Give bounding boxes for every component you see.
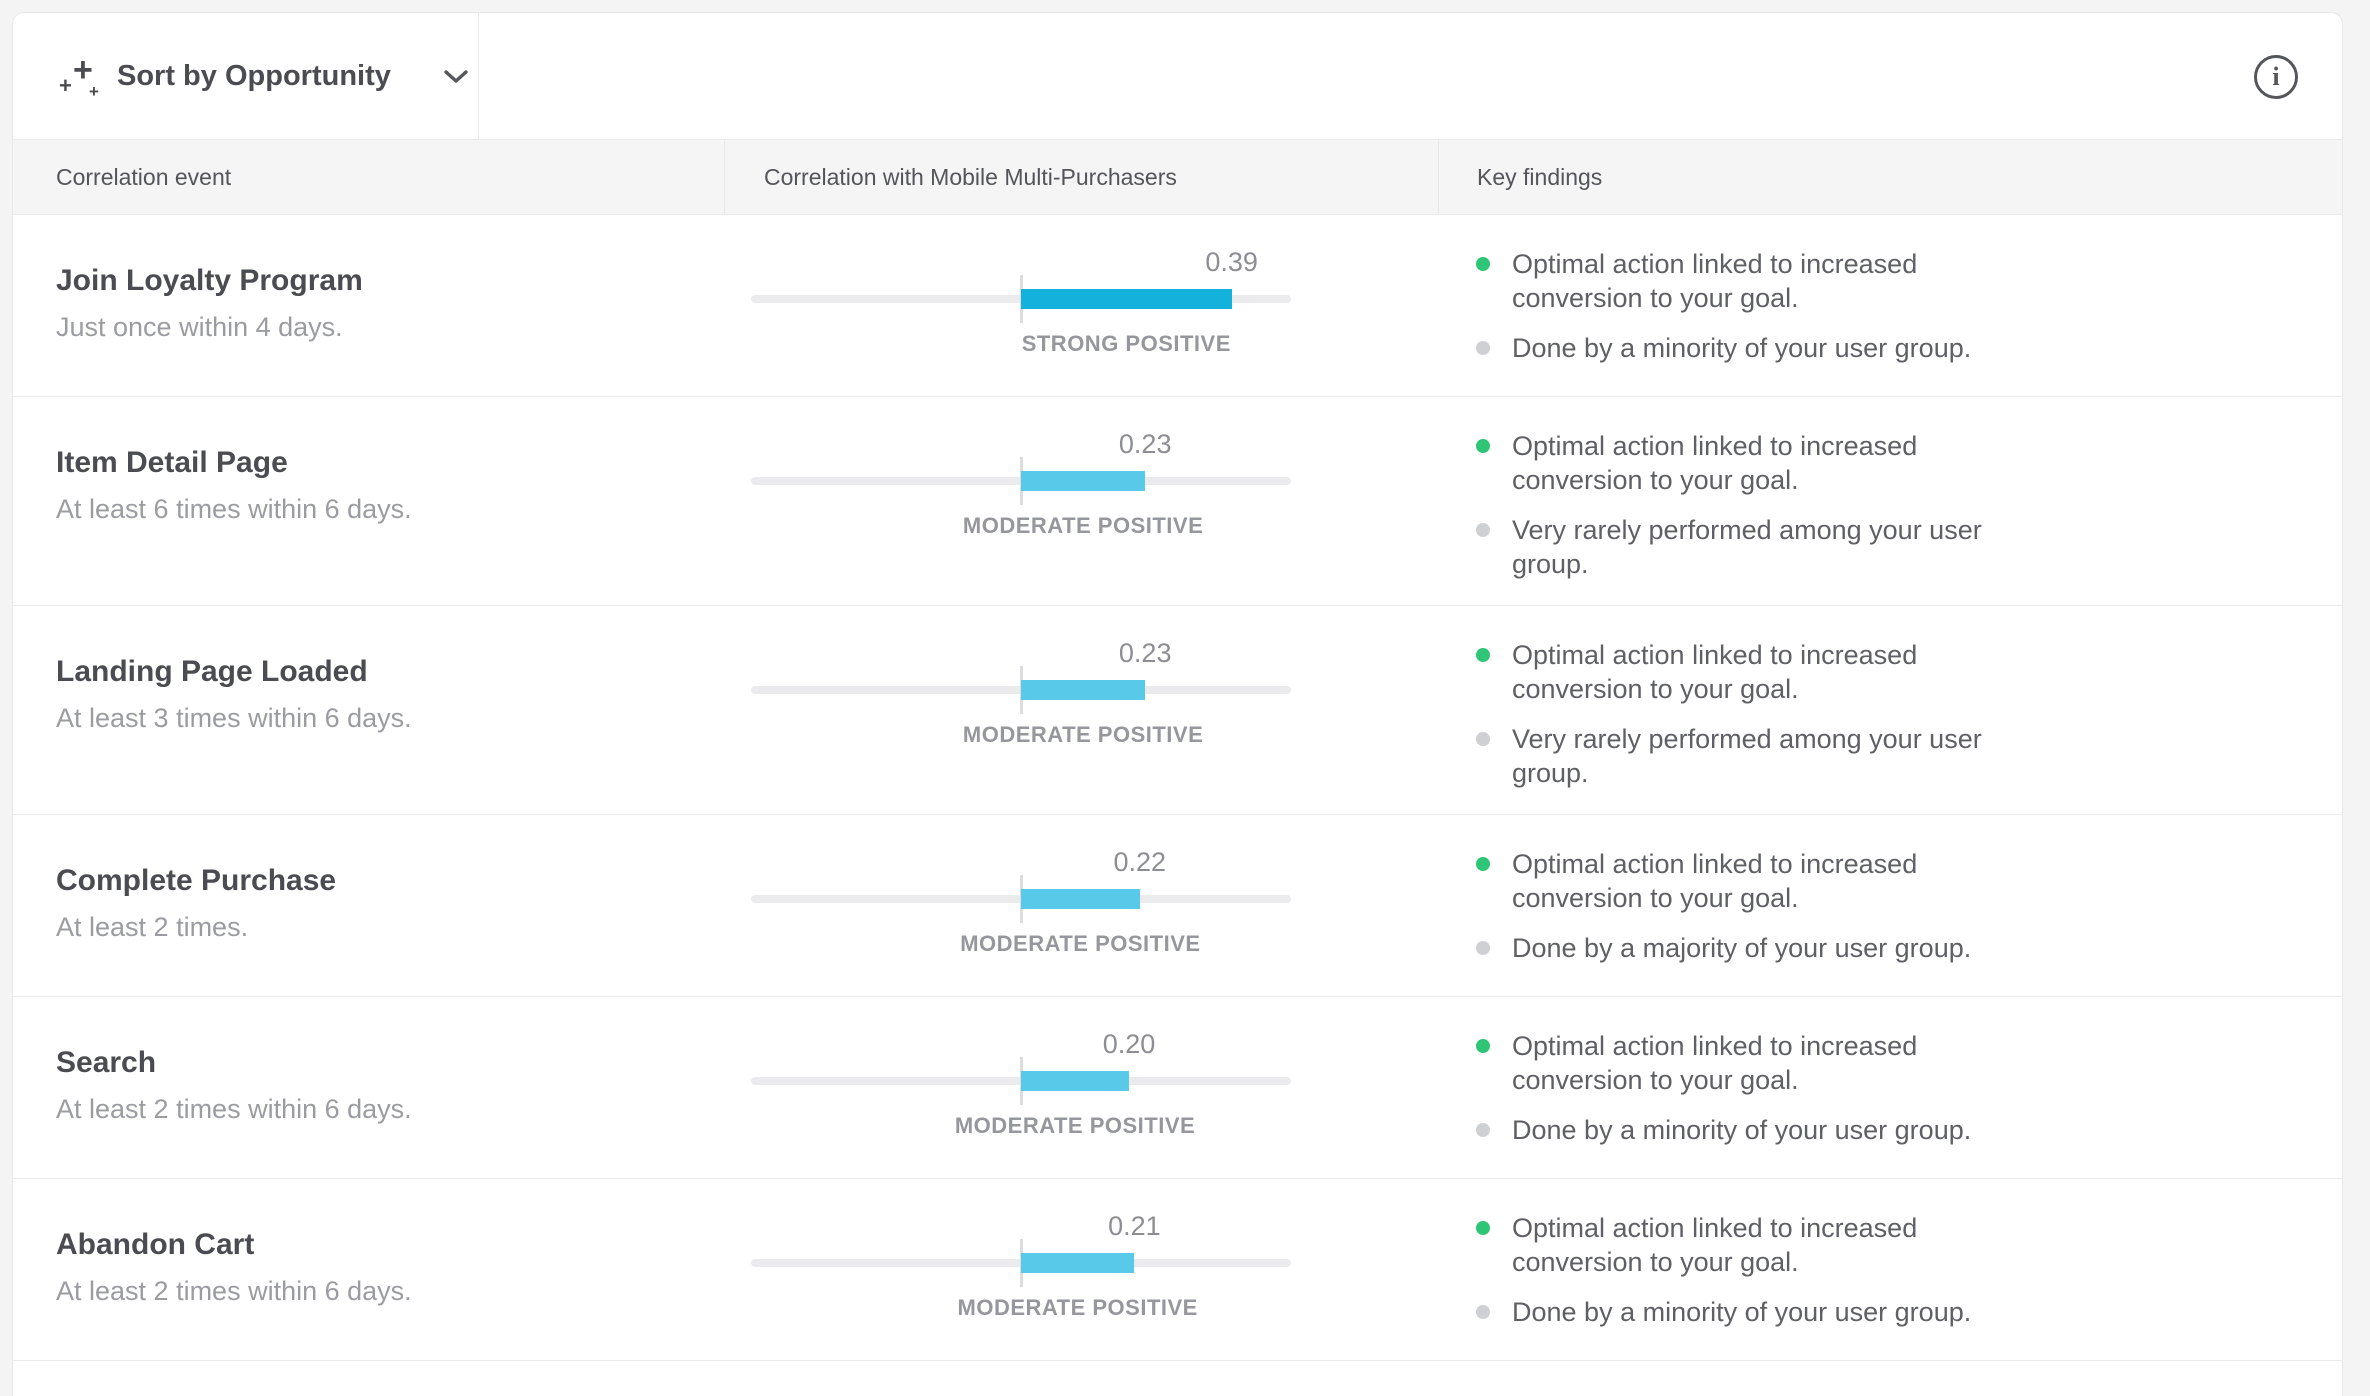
key-findings: Optimal action linked to increased conve… [1476,1211,2342,1329]
correlation-bar: 0.23 MODERATE POSITIVE [751,638,1291,756]
correlation-strength-label: MODERATE POSITIVE [962,513,1204,538]
correlation-value: 0.23 [1118,429,1172,459]
finding-text: Optimal action linked to increased conve… [1512,1031,1918,1095]
finding-item: Optimal action linked to increased conve… [1476,429,2342,497]
correlation-value: 0.23 [1118,638,1172,668]
event-name: Abandon Cart [56,1228,255,1261]
finding-text: Done by a majority of your user group. [1512,933,1972,963]
finding-item: Done by a minority of your user group. [1476,1295,2342,1329]
event-criteria: At least 3 times within 6 days. [56,703,412,733]
finding-item: Optimal action linked to increased conve… [1476,1211,2342,1279]
column-header-row: Correlation event Correlation with Mobil… [13,140,2342,215]
correlation-value: 0.21 [1108,1211,1161,1241]
event-name: Complete Purchase [56,864,337,897]
column-header-key-findings: Key findings [1438,140,2342,214]
finding-text: Optimal action linked to increased conve… [1512,1213,1918,1277]
bar-fill [1021,289,1232,309]
finding-dot [1476,857,1490,871]
finding-text: Optimal action linked to increased conve… [1512,849,1918,913]
correlation-value: 0.22 [1113,847,1167,877]
correlation-bar: 0.20 MODERATE POSITIVE [751,1029,1291,1147]
bar-fill [1021,680,1146,700]
finding-text: Optimal action linked to increased conve… [1512,640,1918,704]
finding-item: Done by a majority of your user group. [1476,931,2342,965]
bar-fill [1021,889,1140,909]
key-findings: Optimal action linked to increased conve… [1476,247,2342,365]
correlation-bar: 0.22 MODERATE POSITIVE [751,847,1291,965]
table-row[interactable]: Landing Page Loaded At least 3 times wit… [13,606,2342,815]
finding-dot [1476,341,1490,355]
key-findings: Optimal action linked to increased conve… [1476,1029,2342,1147]
sort-by-opportunity-dropdown[interactable]: + + + Sort by Opportunity [13,13,478,140]
event-criteria: At least 2 times within 6 days. [56,1276,412,1306]
finding-item: Done by a minority of your user group. [1476,1113,2342,1147]
finding-dot [1476,1123,1490,1137]
event-criteria: At least 6 times within 6 days. [56,494,412,524]
event-name: Join Loyalty Program [56,264,363,297]
finding-dot [1476,523,1490,537]
finding-dot [1476,941,1490,955]
bar-fill [1021,1071,1129,1091]
correlation-card: + + + Sort by Opportunity i Correlation … [12,12,2343,1396]
bar-fill [1021,471,1146,491]
event-criteria: Just once within 4 days. [56,312,343,342]
event-name: Landing Page Loaded [56,655,368,688]
column-header-correlation-with-goal: Correlation with Mobile Multi-Purchasers [724,140,1438,214]
finding-dot [1476,1221,1490,1235]
finding-item: Optimal action linked to increased conve… [1476,847,2342,915]
finding-item: Optimal action linked to increased conve… [1476,247,2342,315]
key-findings: Optimal action linked to increased conve… [1476,847,2342,965]
next-row-partial [13,1361,2342,1396]
event-name: Search [56,1046,157,1079]
finding-dot [1476,648,1490,662]
bar-fill [1021,1253,1135,1273]
correlation-rows: Join Loyalty Program Just once within 4 … [13,215,2342,1361]
correlation-strength-label: STRONG POSITIVE [1021,331,1231,356]
finding-text: Done by a minority of your user group. [1512,1115,1972,1145]
column-header-correlation-event: Correlation event [56,163,232,190]
info-button[interactable]: i [2254,55,2298,99]
key-findings: Optimal action linked to increased conve… [1476,638,2342,790]
correlation-value: 0.20 [1102,1029,1156,1059]
table-row[interactable]: Search At least 2 times within 6 days. 0… [13,997,2342,1179]
correlation-strength-label: MODERATE POSITIVE [960,931,1201,956]
correlation-strength-label: MODERATE POSITIVE [957,1295,1198,1320]
info-icon: i [2272,62,2280,91]
finding-text: Done by a minority of your user group. [1512,333,1972,363]
finding-dot [1476,732,1490,746]
correlation-bar: 0.23 MODERATE POSITIVE [751,429,1291,547]
toolbar: + + + Sort by Opportunity i [13,13,2342,140]
finding-text: Optimal action linked to increased conve… [1512,249,1918,313]
event-name: Item Detail Page [56,446,288,479]
correlation-strength-label: MODERATE POSITIVE [962,722,1204,747]
key-findings: Optimal action linked to increased conve… [1476,429,2342,581]
chevron-down-icon [443,69,469,85]
finding-item: Very rarely performed among your user gr… [1476,722,2342,790]
table-row[interactable]: Abandon Cart At least 2 times within 6 d… [13,1179,2342,1361]
correlation-bar: 0.39 STRONG POSITIVE [751,247,1291,365]
finding-item: Done by a minority of your user group. [1476,331,2342,365]
toolbar-divider [478,13,479,140]
finding-text: Done by a minority of your user group. [1512,1297,1972,1327]
finding-item: Optimal action linked to increased conve… [1476,1029,2342,1097]
finding-dot [1476,439,1490,453]
finding-text: Optimal action linked to increased conve… [1512,431,1918,495]
finding-text: Very rarely performed among your user gr… [1512,515,1982,579]
correlation-strength-label: MODERATE POSITIVE [954,1113,1196,1138]
event-criteria: At least 2 times. [56,912,249,942]
finding-dot [1476,257,1490,271]
finding-text: Very rarely performed among your user gr… [1512,724,1982,788]
opportunity-sparkle-icon: + + + [59,50,99,101]
sort-dropdown-label: Sort by Opportunity [117,60,391,92]
table-row[interactable]: Item Detail Page At least 6 times within… [13,397,2342,606]
finding-item: Very rarely performed among your user gr… [1476,513,2342,581]
correlation-bar: 0.21 MODERATE POSITIVE [751,1211,1291,1329]
correlation-value: 0.39 [1205,247,1258,277]
table-row[interactable]: Join Loyalty Program Just once within 4 … [13,215,2342,397]
finding-dot [1476,1039,1490,1053]
finding-dot [1476,1305,1490,1319]
event-criteria: At least 2 times within 6 days. [56,1094,412,1124]
table-row[interactable]: Complete Purchase At least 2 times. 0.22… [13,815,2342,997]
finding-item: Optimal action linked to increased conve… [1476,638,2342,706]
